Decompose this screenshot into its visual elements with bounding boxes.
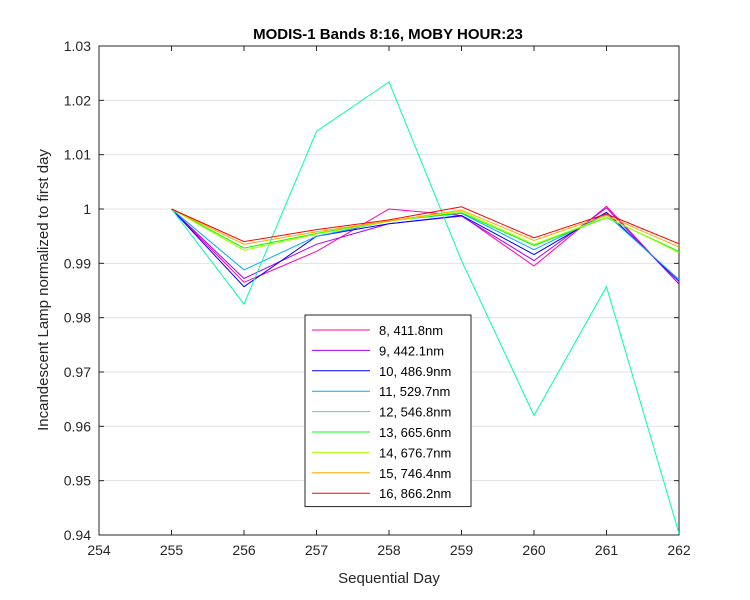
x-axis-label: Sequential Day bbox=[338, 570, 440, 587]
x-tick-label: 259 bbox=[450, 542, 474, 558]
x-tick-label: 254 bbox=[87, 542, 111, 558]
x-tick-label: 262 bbox=[667, 542, 691, 558]
series-line-5 bbox=[171, 81, 679, 534]
y-tick-label: 1.01 bbox=[64, 147, 91, 163]
y-tick-label: 1.03 bbox=[64, 38, 91, 54]
legend-entry: 11, 529.7nm bbox=[379, 384, 450, 399]
series-line-8 bbox=[171, 208, 679, 248]
legend: 8, 411.8nm 9, 442.1nm 10, 486.9nm 11, 529.7… bbox=[304, 314, 472, 508]
legend-entry: 12, 546.8nm bbox=[379, 405, 451, 420]
y-tick-label: 0.94 bbox=[64, 527, 91, 543]
y-tick-label: 0.95 bbox=[64, 473, 91, 489]
series-line-7 bbox=[171, 208, 679, 253]
legend-entry: 9, 442.1nm bbox=[379, 343, 444, 358]
x-tick-label: 257 bbox=[305, 542, 329, 558]
legend-entry: 13, 665.6nm bbox=[379, 425, 451, 440]
legend-entry: 14, 676.7nm bbox=[379, 445, 451, 460]
x-tick-label: 261 bbox=[595, 542, 619, 558]
x-tick-label: 260 bbox=[522, 542, 546, 558]
series-line-6 bbox=[171, 208, 679, 252]
x-tick-label: 258 bbox=[377, 542, 401, 558]
chart-title: MODIS-1 Bands 8:16, MOBY HOUR:23 bbox=[253, 26, 523, 43]
y-tick-label: 0.98 bbox=[64, 310, 91, 326]
x-tick-label: 255 bbox=[160, 542, 184, 558]
y-tick-label: 0.97 bbox=[64, 364, 91, 380]
legend-entry: 10, 486.9nm bbox=[379, 364, 451, 379]
y-tick-label: 1.02 bbox=[64, 92, 91, 108]
x-tick-label: 256 bbox=[232, 542, 256, 558]
legend-box bbox=[304, 314, 472, 508]
series-line-9 bbox=[171, 206, 679, 245]
legend-entry: 15, 746.4nm bbox=[379, 466, 451, 481]
legend-entry: 16, 866.2nm bbox=[379, 486, 451, 501]
axis-ticks: 0.94 0.95 0.96 0.97 0.98 0.99 1 1.01 1.02 1.03 254… bbox=[64, 38, 691, 558]
y-axis-label: Incandescent Lamp normalized to first da… bbox=[35, 149, 52, 431]
series-lines bbox=[171, 81, 679, 534]
y-tick-label: 0.99 bbox=[64, 255, 91, 271]
legend-entry: 8, 411.8nm bbox=[379, 323, 443, 338]
y-tick-label: 1 bbox=[83, 201, 91, 217]
y-tick-label: 0.96 bbox=[64, 418, 91, 434]
